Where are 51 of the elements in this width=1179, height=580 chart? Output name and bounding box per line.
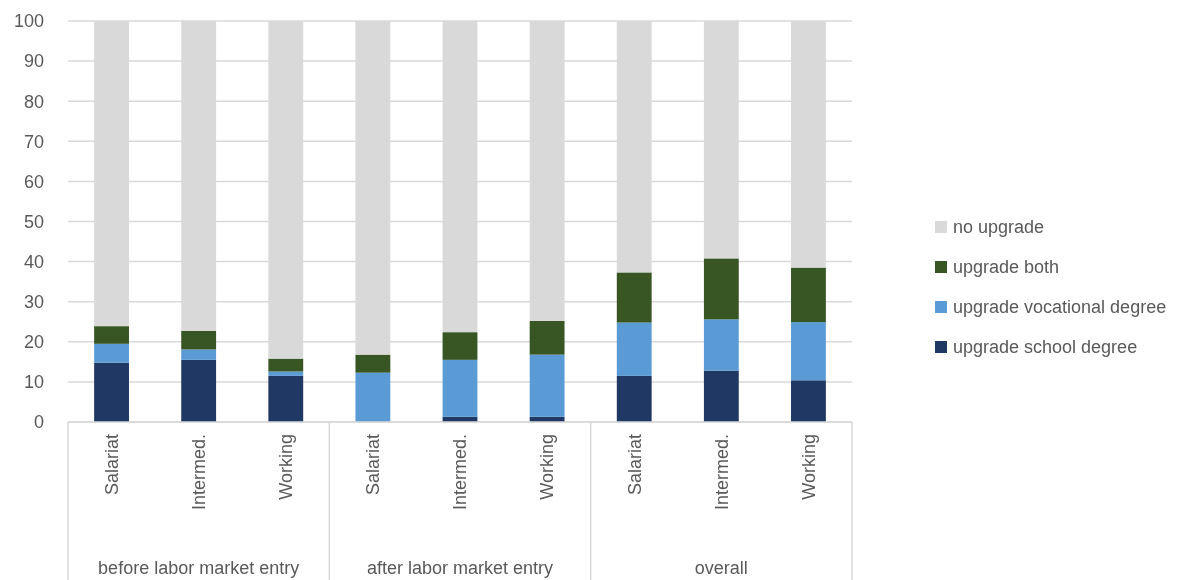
- y-tick-label: 60: [23, 171, 44, 192]
- bar: [94, 362, 129, 422]
- text: before labor market entry: [98, 558, 300, 579]
- bar: [703, 370, 739, 422]
- bar: [703, 258, 739, 320]
- bar: [355, 372, 391, 422]
- legend-label: upgrade both: [953, 257, 1060, 278]
- bar: [616, 272, 652, 323]
- y-tick-label: 90: [23, 51, 44, 72]
- bar: [181, 359, 217, 422]
- x-tick-label: Working: [276, 434, 297, 500]
- bar: [616, 375, 652, 422]
- bar: [529, 354, 565, 417]
- y-tick-label: 40: [23, 251, 44, 272]
- legend-label: upgrade vocational degree: [953, 297, 1167, 318]
- y-tick-label: 80: [23, 91, 44, 112]
- bar: [703, 319, 739, 371]
- bar: [791, 267, 826, 323]
- x-tick-label: Salariat: [101, 434, 122, 496]
- bar: [268, 358, 304, 372]
- bar: [442, 359, 478, 417]
- x-tick-label: Salariat: [624, 434, 645, 496]
- x-tick-label: Working: [798, 434, 819, 500]
- y-tick-label: 30: [23, 292, 44, 312]
- bar: [181, 330, 217, 350]
- y-tick-label: 0: [33, 412, 44, 433]
- x-tick-label: Intermed.: [711, 434, 732, 511]
- bar: [94, 326, 129, 344]
- bar: [268, 371, 304, 376]
- bar: [529, 320, 565, 355]
- legend-label: upgrade school degree: [953, 337, 1138, 358]
- y-tick-label: 70: [23, 131, 44, 152]
- x-tick-label: Working: [537, 434, 558, 500]
- bar: [268, 375, 304, 422]
- bar: [791, 380, 826, 422]
- legend-label: no upgrade: [953, 217, 1045, 238]
- bar: [442, 332, 478, 360]
- y-tick-label: 100: [13, 11, 44, 32]
- bar: [791, 322, 826, 381]
- x-tick-label: Intermed.: [188, 434, 209, 511]
- y-tick-label: 20: [23, 332, 44, 353]
- bar: [616, 322, 652, 376]
- x-tick-label: Intermed.: [450, 434, 471, 511]
- bar: [94, 343, 129, 363]
- x-tick-label: Salariat: [363, 434, 384, 496]
- text: after labor market entry: [366, 558, 554, 579]
- text: overall: [694, 558, 748, 579]
- bar: [181, 349, 217, 360]
- y-tick-label: 10: [23, 372, 44, 393]
- bar: [355, 354, 391, 373]
- y-tick-label: 50: [23, 211, 44, 232]
